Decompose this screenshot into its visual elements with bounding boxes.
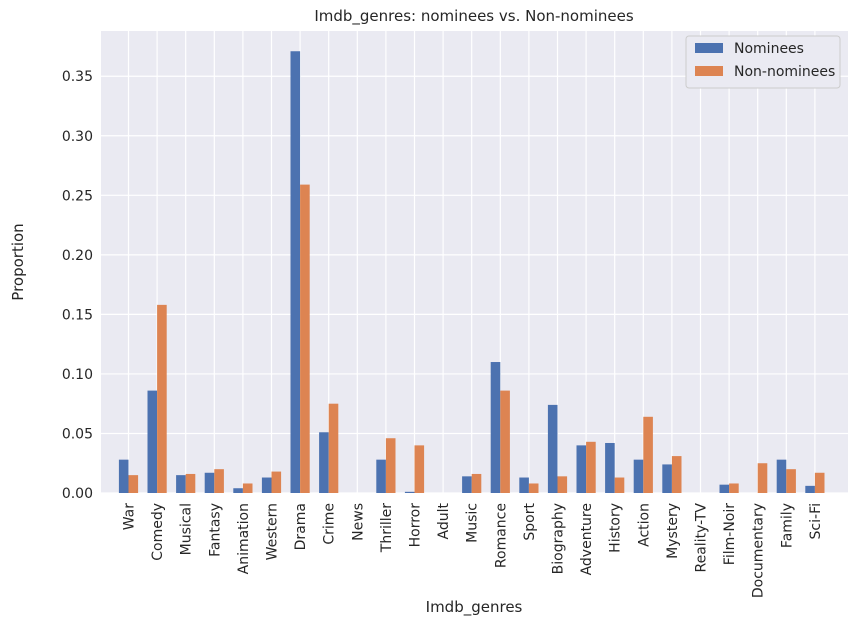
bar-non-nominees-comedy [157,304,167,493]
x-tick-label: Documentary [751,503,767,598]
bar-non-nominees-music [471,473,482,493]
bar-nominees-sport [519,477,529,493]
bar-nominees-horror [404,491,415,493]
x-tick-label: Thriller [379,503,395,553]
x-tick-label: Music [465,503,481,543]
y-tick-label: 0.05 [62,426,93,442]
y-tick-label: 0.25 [62,188,93,204]
bar-nominees-thriller [376,459,386,493]
bar-nominees-biography [547,404,558,493]
bar-non-nominees-drama [300,184,310,493]
x-tick-label: Action [636,503,652,547]
bar-non-nominees-biography [557,476,568,493]
y-tick-label: 0.00 [62,486,93,502]
y-tick-labels: 0.00 0.05 0.10 0.15 0.20 0.25 0.30 0.35 [62,69,93,502]
x-tick-label: Mystery [665,503,681,559]
bar-non-nominees-thriller [385,438,396,493]
bar-nominees-family [776,459,787,493]
bar-nominees-fantasy [204,472,215,493]
bar-nominees-western [261,477,272,493]
bar-nominees-crime [319,432,329,493]
x-tick-label: Drama [293,503,309,550]
bar-nominees-comedy [147,390,158,493]
x-tick-label: Crime [322,503,338,545]
legend-label-non-nominees: Non-nominees [734,64,835,80]
x-tick-label: News [350,503,366,541]
bar-nominees-action [633,459,644,493]
y-tick-label: 0.10 [62,367,93,383]
legend-label-nominees: Nominees [734,41,804,57]
bar-non-nominees-musical [185,473,196,493]
bar-nominees-musical [176,475,186,493]
bar-non-nominees-crime [328,403,339,493]
x-tick-label: Film-Noir [722,503,738,565]
bar-non-nominees-fantasy [214,469,224,493]
bar-nominees-adventure [576,445,587,493]
plot-background [101,31,848,493]
x-tick-label: Comedy [150,503,166,561]
bar-nominees-sci-fi [805,485,815,493]
y-tick-label: 0.35 [62,69,93,85]
legend: Nominees Non-nominees [685,35,841,89]
x-tick-label: Adult [436,503,452,540]
bar-non-nominees-documentary [757,463,768,493]
bar-nominees-animation [233,488,243,493]
bar-non-nominees-animation [242,483,253,493]
bar-nominees-drama [290,51,301,493]
bar-non-nominees-sport [528,483,539,493]
x-tick-label: Sci-Fi [808,503,824,539]
x-tick-label: Sport [522,502,538,540]
bars [118,51,825,493]
bar-nominees-war [118,459,129,493]
y-tick-label: 0.15 [62,307,93,323]
x-axis-label: Imdb_genres [426,598,523,617]
bar-non-nominees-war [128,475,139,493]
grid-lines [101,31,848,494]
x-tick-label: War [122,503,138,531]
x-tick-label: Romance [493,503,509,568]
bar-non-nominees-action [643,416,653,493]
chart-title: Imdb_genres: nominees vs. Non-nominees [314,7,634,26]
x-tick-label: History [608,503,624,553]
bar-non-nominees-sci-fi [814,472,825,493]
bar-non-nominees-adventure [586,441,596,493]
legend-swatch-nominees [695,43,723,53]
bar-non-nominees-mystery [671,456,682,493]
x-tick-label: Horror [408,503,424,548]
x-tick-label: Musical [179,503,195,555]
bar-nominees-mystery [662,464,672,493]
y-tick-label: 0.20 [62,248,93,264]
x-tick-label: Adventure [579,503,595,575]
y-axis-label: Proportion [9,223,27,300]
bar-nominees-film-noir [719,484,730,493]
bar-nominees-history [605,442,615,493]
bar-non-nominees-western [271,471,282,493]
x-tick-label: Reality-TV [694,503,710,573]
x-tick-label: Fantasy [207,503,223,557]
legend-swatch-non-nominees [695,66,723,76]
x-tick-label: Family [779,503,795,548]
bar-non-nominees-family [786,469,796,493]
bar-non-nominees-romance [500,390,510,493]
bar-non-nominees-history [614,477,625,493]
bar-non-nominees-film-noir [729,483,739,493]
bar-nominees-music [462,476,472,493]
y-tick-label: 0.30 [62,129,93,145]
x-tick-label: Biography [551,503,567,574]
legend-box [685,35,841,89]
x-tick-labels: War Comedy Musical Fantasy Animation Western D… [122,502,824,598]
x-tick-label: Animation [236,503,252,574]
x-tick-label: Western [265,503,281,560]
bar-non-nominees-horror [414,445,425,493]
bar-nominees-romance [490,362,501,493]
